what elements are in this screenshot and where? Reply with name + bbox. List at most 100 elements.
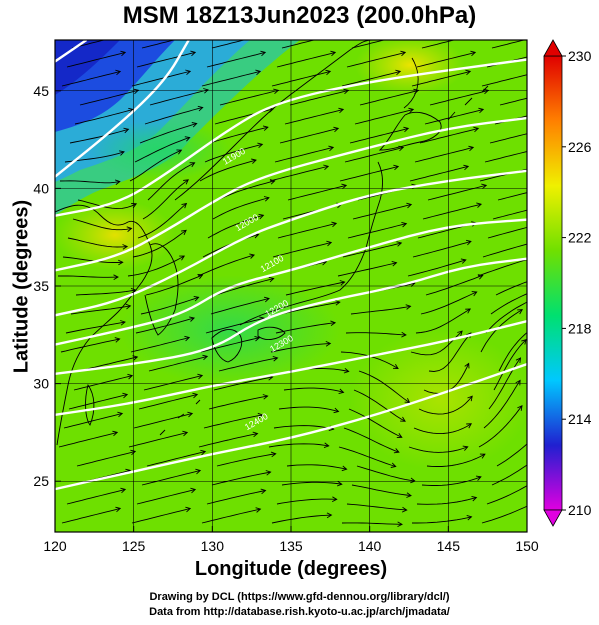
x-tick-label: 140 <box>358 538 382 554</box>
streamline <box>483 380 521 429</box>
streamline-arrowhead <box>341 465 348 472</box>
streamline-arrowhead <box>125 303 132 310</box>
streamline-arrowhead <box>183 179 189 185</box>
streamline <box>285 281 345 296</box>
streamline-arrowhead <box>325 69 332 76</box>
streamline-arrowhead <box>197 105 204 112</box>
streamline <box>273 425 334 430</box>
streamline <box>407 259 466 277</box>
streamline <box>346 503 407 511</box>
streamline-arrowhead <box>122 392 129 399</box>
lat-lon-grid <box>55 40 527 532</box>
streamline <box>427 184 487 201</box>
streamline-arrowhead <box>265 32 270 37</box>
streamline <box>482 243 527 258</box>
streamline <box>201 70 261 87</box>
streamline <box>429 89 489 106</box>
streamline-arrowhead <box>263 196 270 202</box>
streamline <box>76 450 136 467</box>
streamline <box>208 395 268 410</box>
contour-line <box>55 116 527 272</box>
streamline <box>411 70 471 87</box>
coastlines <box>55 40 489 446</box>
streamline-arrowhead <box>323 164 330 171</box>
streamline-arrowhead <box>182 430 189 437</box>
x-tick-label: 130 <box>201 538 225 554</box>
streamline-arrowhead <box>477 274 484 280</box>
streamline <box>342 242 402 258</box>
streamline-arrowhead <box>197 373 204 380</box>
streamline-arrowhead <box>334 300 341 306</box>
streamline-arrowhead <box>333 126 340 133</box>
streamline-arrowhead <box>393 448 400 454</box>
streamline <box>61 71 121 87</box>
streamline-arrowhead <box>130 449 137 456</box>
streamline <box>199 159 257 182</box>
streamline <box>130 337 190 353</box>
streamline-arrowhead <box>533 165 538 170</box>
streamline <box>148 355 208 372</box>
streamline <box>343 427 400 453</box>
streamline <box>281 481 342 486</box>
streamline <box>272 242 332 258</box>
streamline-arrowhead <box>333 407 340 414</box>
streamline-arrowhead <box>401 221 408 228</box>
streamline <box>477 259 527 277</box>
streamline <box>140 296 199 315</box>
streamline <box>338 446 396 467</box>
streamline <box>422 203 482 220</box>
streamline <box>351 484 412 497</box>
streamline-arrowhead <box>532 325 537 329</box>
streamline-arrowhead <box>331 496 338 503</box>
streamline <box>205 317 265 334</box>
streamline-arrowhead <box>396 433 403 439</box>
streamline <box>143 375 203 391</box>
streamline-arrowhead <box>195 32 200 37</box>
colorbar-tick-label: 222 <box>568 230 592 246</box>
streamline <box>69 128 129 144</box>
colorbar-tick-label: 226 <box>568 139 592 155</box>
streamline <box>487 226 527 239</box>
streamline <box>131 70 191 87</box>
streamline-arrowhead <box>536 478 541 482</box>
streamline <box>131 508 191 524</box>
coastline-asia-mainland <box>55 204 153 446</box>
x-tick-label: 150 <box>515 538 539 554</box>
streamline-arrowhead <box>466 423 472 429</box>
streamline <box>213 376 273 391</box>
streamline-arrowhead <box>197 273 204 280</box>
contour-line <box>55 319 527 417</box>
drawing-credit: Drawing by DCL (https://www.gfd-dennou.o… <box>149 591 450 603</box>
streamline <box>141 40 176 49</box>
streamline <box>351 40 386 49</box>
streamline <box>421 476 482 486</box>
streamline <box>481 505 527 524</box>
streamline <box>129 149 182 182</box>
streamline <box>146 451 206 467</box>
colorbar-max-arrow <box>543 39 563 57</box>
streamline-arrowhead <box>181 202 188 209</box>
streamline <box>144 107 203 125</box>
streamline-arrowhead <box>252 431 259 438</box>
streamline-arrowhead <box>515 357 522 364</box>
x-tick-label: 120 <box>43 538 67 554</box>
streamline <box>287 184 347 201</box>
streamline-arrowhead <box>125 32 130 37</box>
streamline-arrowhead <box>176 149 183 155</box>
streamline <box>149 89 209 106</box>
streamline-arrowhead <box>400 416 406 422</box>
streamline <box>147 162 195 201</box>
streamline-arrowhead <box>189 316 196 322</box>
contour-line <box>55 218 527 346</box>
streamline <box>271 514 332 524</box>
streamline <box>198 433 258 448</box>
streamline <box>274 146 334 163</box>
streamline-arrowhead <box>249 253 255 259</box>
streamline <box>279 127 339 144</box>
streamline-arrowhead <box>466 514 473 521</box>
streamline <box>358 370 410 403</box>
coastline-shikoku <box>257 326 286 340</box>
streamline <box>136 489 196 505</box>
streamline <box>135 317 195 334</box>
streamline-arrowhead <box>257 412 264 419</box>
